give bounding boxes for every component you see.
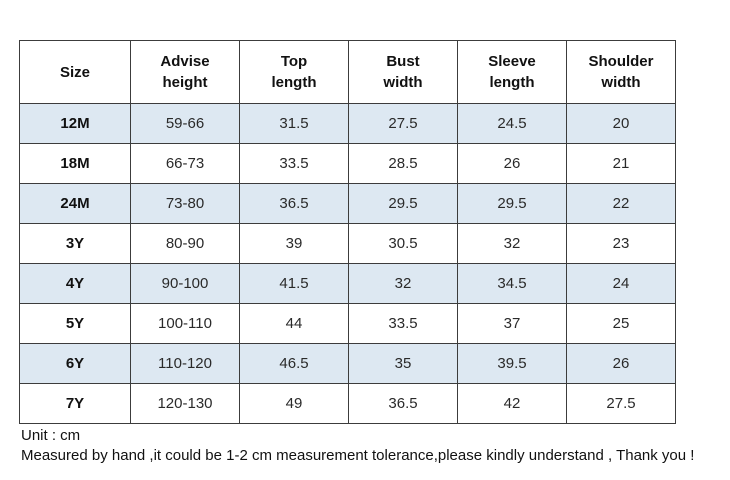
header-top-length-line1: Top xyxy=(280,53,308,70)
header-bust-width: Bust width xyxy=(348,40,458,104)
table-header-row: Size Advise height Top length Bust width… xyxy=(19,40,676,104)
advise-height-cell: 90-100 xyxy=(130,263,240,304)
top-length-cell: 41.5 xyxy=(239,263,349,304)
top-length-cell: 39 xyxy=(239,223,349,264)
size-cell: 3Y xyxy=(19,223,131,264)
sleeve-length-cell: 29.5 xyxy=(457,183,567,224)
top-length-cell: 36.5 xyxy=(239,183,349,224)
sleeve-length-cell: 42 xyxy=(457,383,567,424)
header-sleeve-length-line2: length xyxy=(489,74,535,91)
header-size: Size xyxy=(19,40,131,104)
sleeve-length-cell: 34.5 xyxy=(457,263,567,304)
advise-height-cell: 66-73 xyxy=(130,143,240,184)
bust-width-cell: 36.5 xyxy=(348,383,458,424)
shoulder-width-cell: 27.5 xyxy=(566,383,676,424)
table-row: 3Y 80-90 39 30.5 32 23 xyxy=(19,223,676,264)
size-cell: 7Y xyxy=(19,383,131,424)
bust-width-cell: 30.5 xyxy=(348,223,458,264)
bust-width-cell: 28.5 xyxy=(348,143,458,184)
sleeve-length-cell: 26 xyxy=(457,143,567,184)
size-cell: 12M xyxy=(19,103,131,144)
table-row: 5Y 100-110 44 33.5 37 25 xyxy=(19,303,676,344)
bust-width-cell: 33.5 xyxy=(348,303,458,344)
shoulder-width-cell: 21 xyxy=(566,143,676,184)
shoulder-width-cell: 25 xyxy=(566,303,676,344)
size-cell: 24M xyxy=(19,183,131,224)
header-bust-width-line2: width xyxy=(383,74,423,91)
size-cell: 4Y xyxy=(19,263,131,304)
bust-width-cell: 35 xyxy=(348,343,458,384)
sleeve-length-cell: 32 xyxy=(457,223,567,264)
header-top-length: Top length xyxy=(239,40,349,104)
advise-height-cell: 73-80 xyxy=(130,183,240,224)
bust-width-cell: 32 xyxy=(348,263,458,304)
header-shoulder-width-line1: Shoulder xyxy=(588,53,654,70)
sleeve-length-cell: 24.5 xyxy=(457,103,567,144)
table-row: 18M 66-73 33.5 28.5 26 21 xyxy=(19,143,676,184)
table-row: 7Y 120-130 49 36.5 42 27.5 xyxy=(19,383,676,424)
table-row: 24M 73-80 36.5 29.5 29.5 22 xyxy=(19,183,676,224)
size-cell: 5Y xyxy=(19,303,131,344)
size-cell: 6Y xyxy=(19,343,131,384)
unit-note: Unit : cm xyxy=(21,427,81,444)
table-row: 12M 59-66 31.5 27.5 24.5 20 xyxy=(19,103,676,144)
top-length-cell: 49 xyxy=(239,383,349,424)
advise-height-cell: 59-66 xyxy=(130,103,240,144)
advise-height-cell: 80-90 xyxy=(130,223,240,264)
header-bust-width-line1: Bust xyxy=(386,53,420,70)
sleeve-length-cell: 37 xyxy=(457,303,567,344)
advise-height-cell: 100-110 xyxy=(130,303,240,344)
shoulder-width-cell: 24 xyxy=(566,263,676,304)
bust-width-cell: 29.5 xyxy=(348,183,458,224)
header-advise-height-line2: height xyxy=(162,74,208,91)
sleeve-length-cell: 39.5 xyxy=(457,343,567,384)
top-length-cell: 33.5 xyxy=(239,143,349,184)
header-shoulder-width-line2: width xyxy=(601,74,641,91)
header-sleeve-length: Sleeve length xyxy=(457,40,567,104)
top-length-cell: 31.5 xyxy=(239,103,349,144)
header-sleeve-length-line1: Sleeve xyxy=(488,53,536,70)
bust-width-cell: 27.5 xyxy=(348,103,458,144)
shoulder-width-cell: 26 xyxy=(566,343,676,384)
header-top-length-line2: length xyxy=(271,74,317,91)
header-advise-height-line1: Advise xyxy=(160,53,210,70)
shoulder-width-cell: 20 xyxy=(566,103,676,144)
top-length-cell: 44 xyxy=(239,303,349,344)
size-chart-table: Size Advise height Top length Bust width… xyxy=(19,40,676,424)
header-shoulder-width: Shoulder width xyxy=(566,40,676,104)
top-length-cell: 46.5 xyxy=(239,343,349,384)
size-cell: 18M xyxy=(19,143,131,184)
advise-height-cell: 120-130 xyxy=(130,383,240,424)
shoulder-width-cell: 22 xyxy=(566,183,676,224)
table-row: 6Y 110-120 46.5 35 39.5 26 xyxy=(19,343,676,384)
header-advise-height: Advise height xyxy=(130,40,240,104)
shoulder-width-cell: 23 xyxy=(566,223,676,264)
header-size-label: Size xyxy=(59,63,90,81)
advise-height-cell: 110-120 xyxy=(130,343,240,384)
measurement-tolerance-note: Measured by hand ,it could be 1-2 cm mea… xyxy=(21,447,695,464)
table-row: 4Y 90-100 41.5 32 34.5 24 xyxy=(19,263,676,304)
